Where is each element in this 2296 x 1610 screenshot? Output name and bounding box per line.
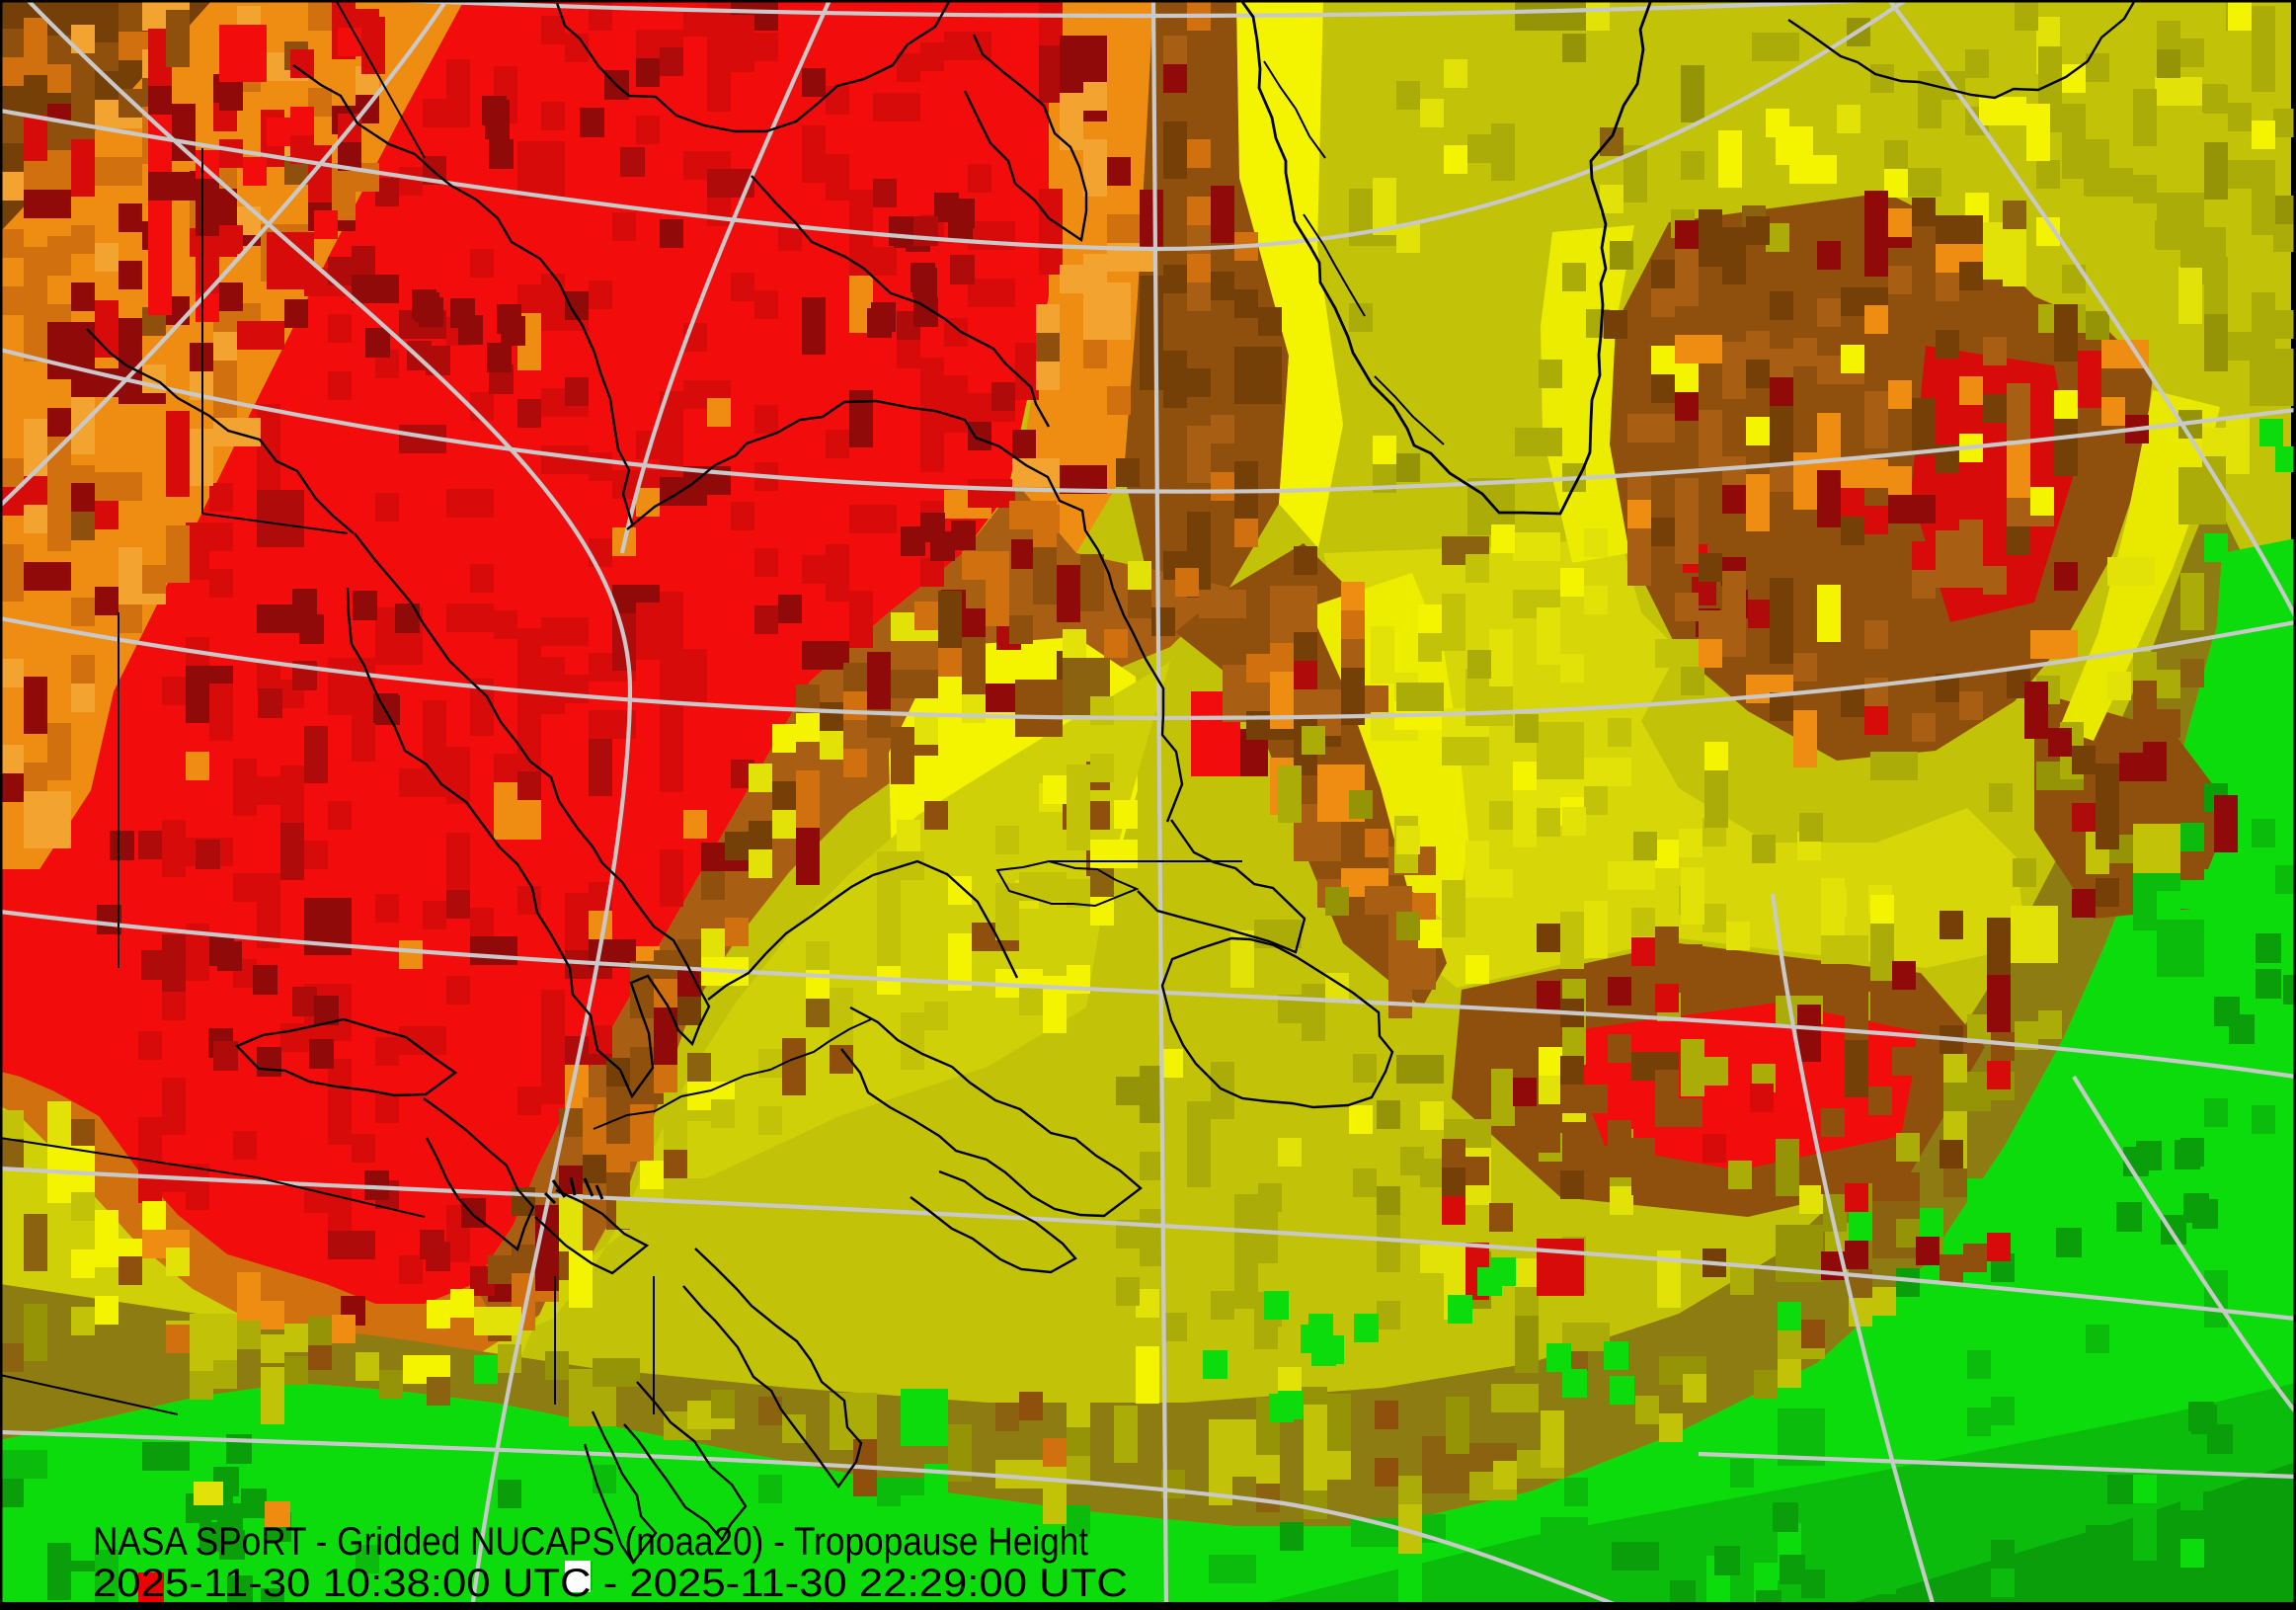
svg-text:2025-11-30 10:38:00 UTC - 2025: 2025-11-30 10:38:00 UTC - 2025-11-30 22:…	[93, 1562, 1128, 1605]
svg-text:NASA SPoRT - Gridded NUCAPS (n: NASA SPoRT - Gridded NUCAPS (noaa20) - T…	[93, 1520, 1088, 1564]
